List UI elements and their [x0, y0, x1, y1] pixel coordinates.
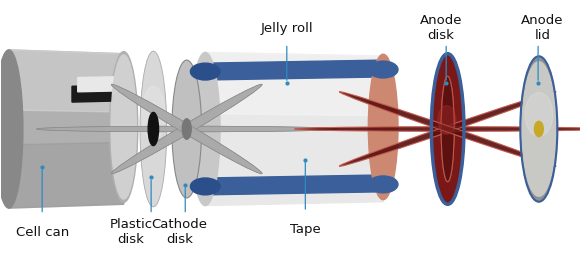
Ellipse shape: [441, 76, 454, 182]
Polygon shape: [205, 60, 383, 80]
Polygon shape: [72, 85, 124, 102]
Text: Jelly roll: Jelly roll: [260, 22, 313, 35]
Ellipse shape: [339, 92, 556, 166]
Ellipse shape: [112, 84, 262, 174]
Ellipse shape: [110, 52, 138, 202]
Ellipse shape: [339, 92, 556, 166]
Polygon shape: [205, 52, 383, 116]
Ellipse shape: [525, 93, 553, 136]
Polygon shape: [9, 50, 124, 208]
Text: Cathode
disk: Cathode disk: [151, 218, 207, 246]
Ellipse shape: [368, 54, 398, 200]
Text: Anode
lid: Anode lid: [521, 14, 564, 42]
Ellipse shape: [438, 106, 456, 134]
Ellipse shape: [521, 56, 557, 202]
Text: Tape: Tape: [290, 223, 321, 236]
Ellipse shape: [37, 126, 337, 132]
Ellipse shape: [339, 92, 556, 166]
Polygon shape: [205, 175, 383, 195]
Ellipse shape: [148, 112, 159, 146]
Ellipse shape: [339, 92, 556, 166]
Text: Anode
disk: Anode disk: [419, 14, 462, 42]
Ellipse shape: [0, 50, 23, 208]
Ellipse shape: [111, 55, 137, 199]
Text: Cell can: Cell can: [16, 226, 69, 239]
Ellipse shape: [295, 127, 581, 131]
Ellipse shape: [112, 84, 262, 174]
Ellipse shape: [172, 60, 202, 198]
Ellipse shape: [37, 126, 337, 132]
Ellipse shape: [441, 76, 454, 182]
Ellipse shape: [191, 63, 220, 80]
Ellipse shape: [368, 61, 398, 78]
Ellipse shape: [535, 121, 543, 137]
Polygon shape: [205, 52, 383, 206]
Polygon shape: [78, 77, 124, 92]
Ellipse shape: [191, 178, 220, 195]
Text: Plastic
disk: Plastic disk: [110, 218, 153, 246]
Ellipse shape: [295, 127, 581, 131]
Ellipse shape: [522, 62, 556, 196]
Ellipse shape: [140, 51, 167, 207]
Ellipse shape: [431, 54, 464, 204]
Ellipse shape: [142, 86, 164, 141]
Polygon shape: [9, 50, 124, 112]
Ellipse shape: [112, 84, 262, 174]
Polygon shape: [9, 142, 124, 208]
Ellipse shape: [191, 52, 220, 206]
Ellipse shape: [112, 84, 262, 174]
Ellipse shape: [368, 176, 398, 193]
Ellipse shape: [182, 119, 191, 139]
